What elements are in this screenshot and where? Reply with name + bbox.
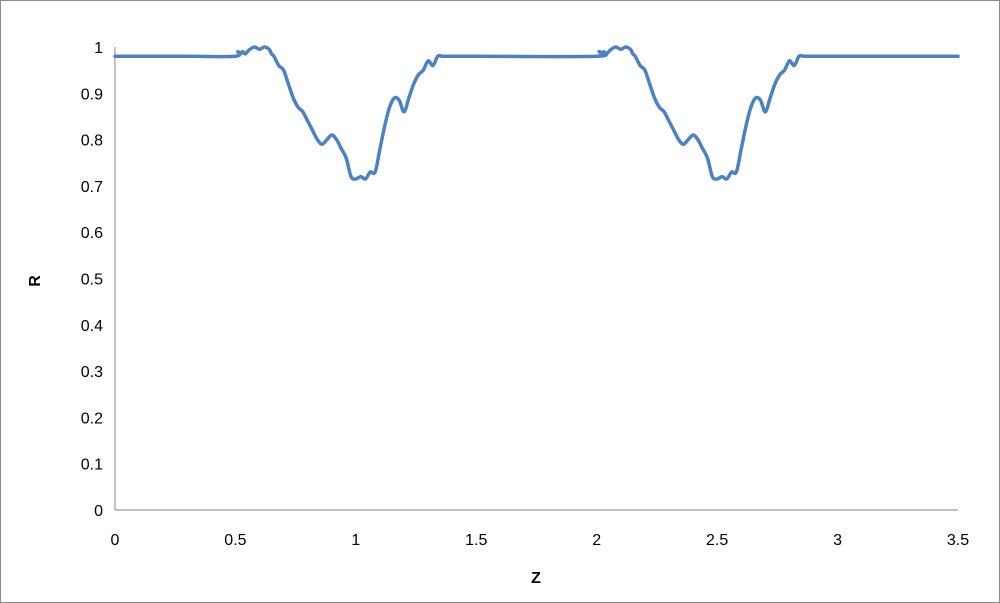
- series-line: [113, 45, 960, 181]
- y-tick-label: 0.1: [81, 457, 103, 474]
- x-tick-labels: 0 0.5 1 1.5 2 2.5 3 3.5: [111, 532, 970, 549]
- x-tick-label: 0.5: [224, 532, 246, 549]
- y-tick-label: 0.3: [81, 364, 103, 381]
- x-tick-label: 3: [833, 532, 842, 549]
- y-tick-label: 0: [94, 503, 103, 520]
- y-tick-label: 0.4: [81, 318, 103, 335]
- y-tick-label: 0.5: [81, 272, 103, 289]
- x-tick-label: 0: [111, 532, 120, 549]
- y-tick-labels: 0 0.1 0.2 0.3 0.4 0.5 0.6 0.7 0.8 0.9 1: [81, 40, 103, 520]
- y-tick-label: 0.2: [81, 410, 103, 427]
- x-tick-label: 3.5: [947, 532, 969, 549]
- y-tick-label: 0.8: [81, 133, 103, 150]
- y-tick-label: 1: [94, 40, 103, 57]
- y-tick-label: 0.9: [81, 86, 103, 103]
- y-tick-label: 0.6: [81, 225, 103, 242]
- x-tick-label: 1: [351, 532, 360, 549]
- x-tick-label: 2.5: [706, 532, 728, 549]
- x-tick-label: 1.5: [465, 532, 487, 549]
- x-tick-label: 2: [592, 532, 601, 549]
- series-group: [113, 45, 960, 181]
- x-axis-title: Z: [531, 570, 541, 587]
- y-tick-label: 0.7: [81, 179, 103, 196]
- y-axis-title: R: [27, 275, 44, 287]
